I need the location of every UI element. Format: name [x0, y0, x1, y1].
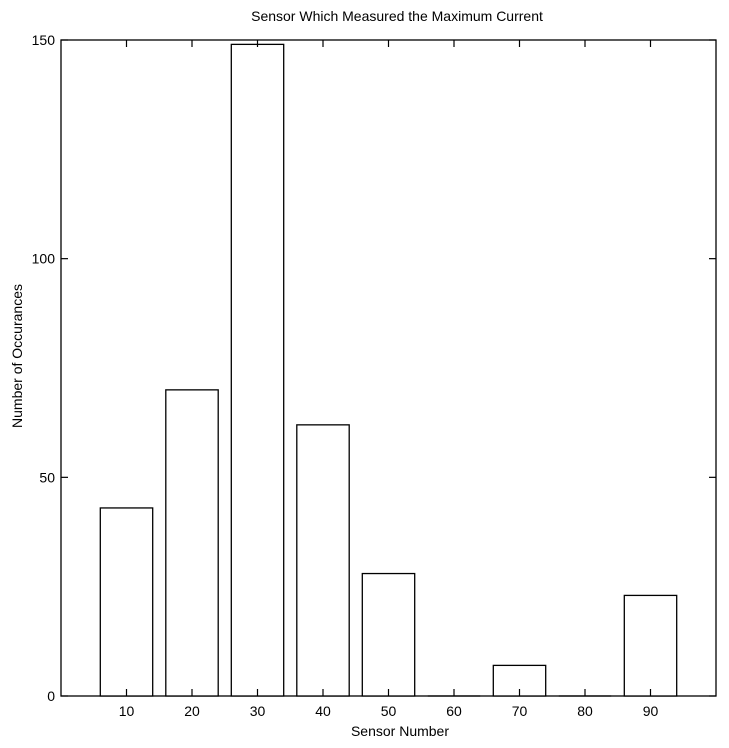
- x-tick-label: 60: [446, 703, 462, 719]
- x-tick-label: 50: [381, 703, 397, 719]
- bar: [230, 43, 285, 697]
- bar: [296, 424, 350, 697]
- bar: [99, 507, 154, 697]
- y-tick-label: 150: [32, 32, 56, 48]
- chart-title: Sensor Which Measured the Maximum Curren…: [251, 8, 543, 24]
- y-tick-label: 50: [39, 469, 55, 485]
- x-axis-title: Sensor Number: [351, 723, 449, 739]
- x-tick-label: 90: [643, 703, 659, 719]
- plot-area: 10 20 30 40 50 60 70 80 90 0 50 100 150: [32, 32, 717, 719]
- x-tick-label: 40: [315, 703, 331, 719]
- x-tick-label: 10: [119, 703, 135, 719]
- y-tick-label: 0: [47, 688, 55, 704]
- y-tick-label: 100: [32, 251, 56, 267]
- x-tick-label: 70: [512, 703, 528, 719]
- x-tick-label: 80: [577, 703, 593, 719]
- bar: [165, 389, 219, 697]
- y-axis-title: Number of Occurances: [9, 284, 25, 428]
- bar: [361, 572, 416, 697]
- x-tick-label: 20: [184, 703, 200, 719]
- bar: [623, 594, 678, 697]
- x-tick-label: 30: [250, 703, 266, 719]
